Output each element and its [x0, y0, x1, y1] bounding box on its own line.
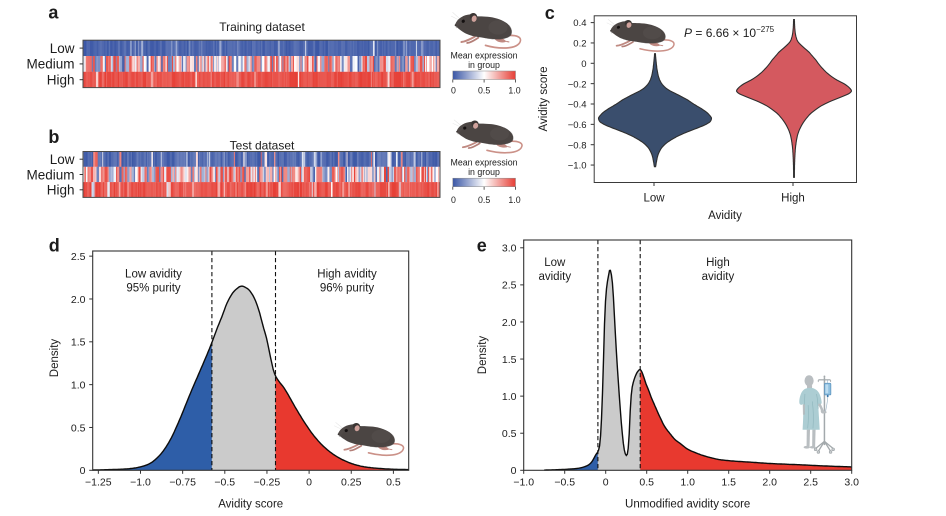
svg-text:e: e [477, 236, 487, 256]
svg-text:−1.25: −1.25 [85, 476, 112, 488]
svg-text:−1.0: −1.0 [568, 161, 587, 172]
svg-text:Medium: Medium [26, 57, 74, 72]
svg-text:−0.75: −0.75 [169, 476, 196, 488]
svg-text:High: High [706, 257, 730, 269]
svg-text:Low: Low [50, 152, 75, 167]
svg-text:0.5: 0.5 [478, 195, 490, 205]
svg-text:−0.5: −0.5 [214, 476, 235, 488]
svg-text:d: d [49, 236, 60, 256]
svg-text:3.0: 3.0 [502, 243, 517, 255]
svg-text:−0.2: −0.2 [568, 79, 587, 90]
svg-text:2.5: 2.5 [71, 251, 86, 263]
svg-text:−0.6: −0.6 [568, 120, 587, 131]
svg-text:avidity: avidity [538, 271, 571, 283]
svg-text:Avidity: Avidity [708, 210, 742, 222]
svg-text:3.0: 3.0 [844, 476, 859, 488]
svg-text:High avidity: High avidity [317, 269, 377, 281]
svg-text:0.5: 0.5 [71, 422, 86, 434]
svg-text:−1.0: −1.0 [130, 476, 151, 488]
svg-text:Test dataset: Test dataset [230, 139, 295, 153]
svg-text:Avidity score: Avidity score [538, 67, 550, 132]
svg-text:0.25: 0.25 [341, 476, 362, 488]
svg-text:0.5: 0.5 [502, 428, 517, 440]
svg-text:−0.25: −0.25 [254, 476, 281, 488]
svg-text:Medium: Medium [26, 167, 74, 182]
svg-text:1.0: 1.0 [508, 195, 520, 205]
svg-text:95% purity: 95% purity [126, 282, 181, 294]
svg-text:1.0: 1.0 [680, 476, 695, 488]
svg-text:0.5: 0.5 [639, 476, 654, 488]
svg-text:avidity: avidity [702, 271, 735, 283]
svg-text:High: High [47, 73, 75, 88]
svg-text:Low: Low [50, 41, 75, 56]
svg-text:in group: in group [468, 167, 500, 177]
svg-text:0: 0 [511, 465, 517, 477]
svg-text:Density: Density [477, 336, 489, 375]
svg-text:0: 0 [80, 465, 86, 477]
svg-text:0: 0 [451, 195, 456, 205]
svg-text:0.5: 0.5 [386, 476, 401, 488]
svg-text:0.2: 0.2 [573, 39, 586, 50]
svg-text:2.5: 2.5 [502, 280, 517, 292]
svg-text:Mean expression: Mean expression [451, 51, 518, 61]
svg-text:Low: Low [643, 193, 665, 205]
svg-text:96% purity: 96% purity [320, 282, 375, 294]
svg-text:0: 0 [581, 59, 586, 70]
svg-text:Density: Density [49, 339, 61, 378]
svg-text:2.0: 2.0 [71, 294, 86, 306]
svg-text:Low: Low [544, 257, 566, 269]
svg-text:0.4: 0.4 [573, 18, 586, 29]
svg-text:−1.0: −1.0 [513, 476, 534, 488]
svg-text:b: b [48, 127, 59, 147]
svg-text:0: 0 [306, 476, 312, 488]
svg-text:Training dataset: Training dataset [219, 20, 305, 34]
svg-text:1.5: 1.5 [502, 354, 517, 366]
svg-text:2.0: 2.0 [762, 476, 777, 488]
svg-text:Unmodified avidity score: Unmodified avidity score [625, 499, 750, 511]
svg-text:Low avidity: Low avidity [125, 269, 182, 281]
svg-text:2.5: 2.5 [803, 476, 818, 488]
svg-text:0: 0 [603, 476, 609, 488]
svg-text:−0.4: −0.4 [568, 100, 587, 111]
svg-text:1.5: 1.5 [721, 476, 736, 488]
svg-text:High: High [781, 193, 805, 205]
svg-text:c: c [545, 3, 555, 23]
svg-text:Avidity score: Avidity score [218, 499, 283, 511]
svg-text:1.0: 1.0 [502, 391, 517, 403]
svg-text:1.5: 1.5 [71, 337, 86, 349]
svg-text:Mean expression: Mean expression [451, 157, 518, 167]
svg-text:−0.8: −0.8 [568, 140, 587, 151]
svg-text:1.0: 1.0 [71, 379, 86, 391]
svg-text:−0.5: −0.5 [554, 476, 575, 488]
svg-text:0.5: 0.5 [478, 86, 490, 96]
svg-text:a: a [48, 3, 59, 23]
svg-text:High: High [47, 183, 75, 198]
svg-text:0: 0 [451, 86, 456, 96]
svg-text:in group: in group [468, 60, 500, 70]
svg-text:P = 6.66 × 10−275: P = 6.66 × 10−275 [684, 25, 775, 40]
svg-text:2.0: 2.0 [502, 317, 517, 329]
svg-text:1.0: 1.0 [508, 86, 520, 96]
